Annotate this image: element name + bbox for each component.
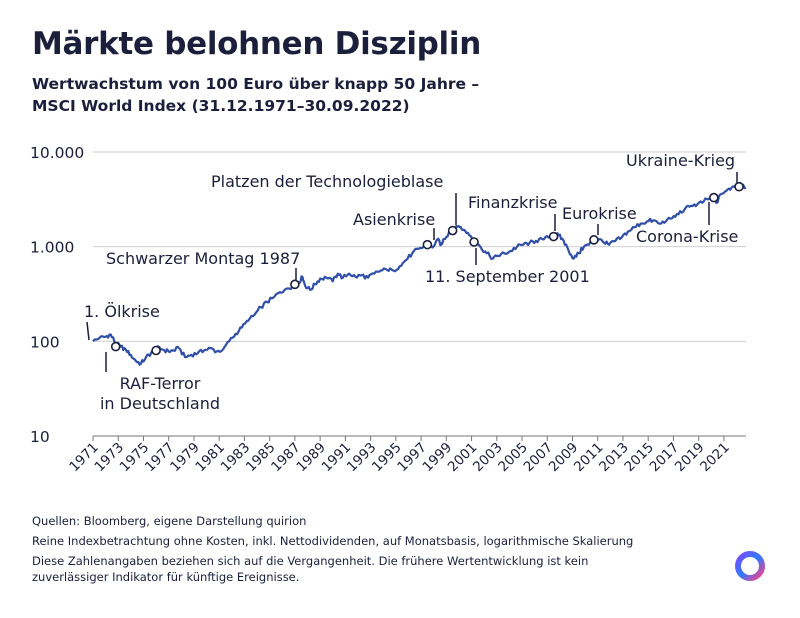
- annotation-marker: [709, 192, 719, 203]
- annotation: Schwarzer Montag 1987: [106, 249, 300, 290]
- annotation-label: Ukraine-Krieg: [626, 151, 735, 170]
- annotation-marker: [110, 341, 121, 352]
- annotation-marker: [469, 237, 479, 247]
- annotation: Ukraine-Krieg: [626, 151, 744, 192]
- footer-sources: Quellen: Bloomberg, eigene Darstellung q…: [32, 514, 307, 528]
- y-tick-label: 10.000: [30, 144, 84, 162]
- annotation-marker: [447, 225, 458, 236]
- annotation-label: Schwarzer Montag 1987: [106, 249, 300, 268]
- page-title: Märkte belohnen Disziplin: [32, 26, 481, 62]
- annotation-marker: [151, 345, 161, 356]
- annotation: Platzen der Technologieblase: [211, 172, 458, 236]
- annotation-label: Finanzkrise: [468, 193, 557, 212]
- disclaimer-line-1: Diese Zahlenangaben beziehen sich auf di…: [32, 554, 589, 568]
- y-tick-label: 10: [30, 428, 50, 446]
- annotation-label: Corona-Krise: [636, 227, 738, 246]
- x-axis-tick-labels: 1971197319751977197919811983198519871989…: [66, 440, 733, 476]
- annotation: Finanzkrise: [468, 193, 559, 242]
- annotation-label: 11. September 2001: [425, 267, 590, 286]
- subtitle-line-1: Wertwachstum von 100 Euro über knapp 50 …: [32, 75, 480, 93]
- annotation-marker: [589, 235, 599, 245]
- subtitle-line-2: MSCI World Index (31.12.1971–30.09.2022): [32, 97, 410, 115]
- annotation-label: Eurokrise: [562, 204, 637, 223]
- annotation: Corona-Krise: [636, 192, 738, 246]
- disclaimer-line-2: zuverlässiger Indikator für künftige Ere…: [32, 570, 300, 584]
- annotation-label: 1. Ölkrise: [84, 302, 160, 321]
- annotation-label: Asienkrise: [353, 210, 435, 229]
- annotation-label: Platzen der Technologieblase: [211, 172, 443, 191]
- annotation: Asienkrise: [353, 210, 435, 250]
- y-tick-label: 1.000: [30, 239, 74, 257]
- y-axis-tick-labels: 10 100 1.000 10.000: [30, 144, 84, 446]
- annotation: Eurokrise: [562, 204, 637, 245]
- annotation-leader-line: [86, 321, 90, 341]
- footer: Quellen: Bloomberg, eigene Darstellung q…: [32, 513, 633, 585]
- annotation: 1. Ölkrise: [84, 302, 160, 352]
- annotation: 11. September 2001: [425, 237, 590, 286]
- y-tick-label: 100: [30, 333, 60, 351]
- footer-disclaimer: Diese Zahlenangaben beziehen sich auf di…: [32, 553, 633, 585]
- annotation-marker: [290, 279, 300, 290]
- annotation-label: RAF-Terror: [120, 374, 201, 393]
- x-tick-label: 2021: [697, 440, 733, 476]
- annotation-label: in Deutschland: [100, 394, 220, 413]
- chart-subtitle: Wertwachstum von 100 Euro über knapp 50 …: [32, 73, 479, 117]
- annotation-marker: [734, 181, 744, 192]
- quirion-logo-icon: [735, 551, 765, 581]
- annotation-marker: [422, 239, 433, 250]
- x-axis: [92, 435, 746, 441]
- footer-note: Reine Indexbetrachtung ohne Kosten, inkl…: [32, 534, 634, 548]
- annotation-marker: [548, 231, 559, 242]
- gridlines: [93, 151, 746, 342]
